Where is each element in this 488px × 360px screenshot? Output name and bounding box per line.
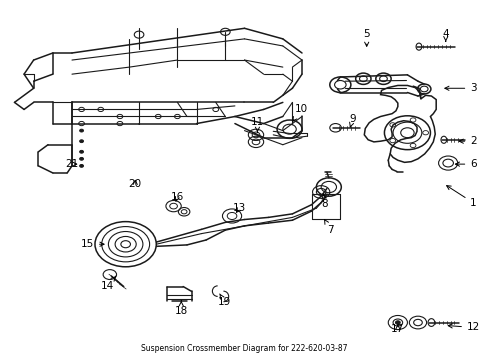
- Circle shape: [80, 140, 83, 143]
- Circle shape: [80, 157, 83, 160]
- Text: 14: 14: [100, 276, 116, 291]
- Text: Suspension Crossmember Diagram for 222-620-03-87: Suspension Crossmember Diagram for 222-6…: [141, 344, 347, 353]
- Text: 7: 7: [324, 220, 333, 235]
- Text: 9: 9: [349, 114, 355, 127]
- Text: 6: 6: [454, 159, 476, 169]
- Text: 8: 8: [321, 193, 327, 209]
- Text: 17: 17: [390, 324, 404, 334]
- Circle shape: [80, 150, 83, 153]
- Text: 20: 20: [128, 179, 142, 189]
- Text: 15: 15: [81, 239, 104, 249]
- Text: 13: 13: [233, 203, 246, 213]
- Text: 5: 5: [363, 28, 369, 46]
- Text: 12: 12: [447, 323, 479, 333]
- Circle shape: [80, 129, 83, 132]
- Text: 11: 11: [250, 117, 264, 132]
- Text: 10: 10: [292, 104, 307, 121]
- Text: 1: 1: [446, 186, 476, 208]
- Text: 19: 19: [217, 294, 230, 307]
- Text: 16: 16: [170, 192, 183, 202]
- Circle shape: [80, 165, 83, 167]
- Text: 21: 21: [65, 159, 79, 169]
- Text: 4: 4: [442, 28, 448, 41]
- Text: 2: 2: [458, 136, 476, 146]
- Circle shape: [395, 321, 399, 324]
- Text: 3: 3: [444, 83, 476, 93]
- Text: 18: 18: [174, 301, 187, 316]
